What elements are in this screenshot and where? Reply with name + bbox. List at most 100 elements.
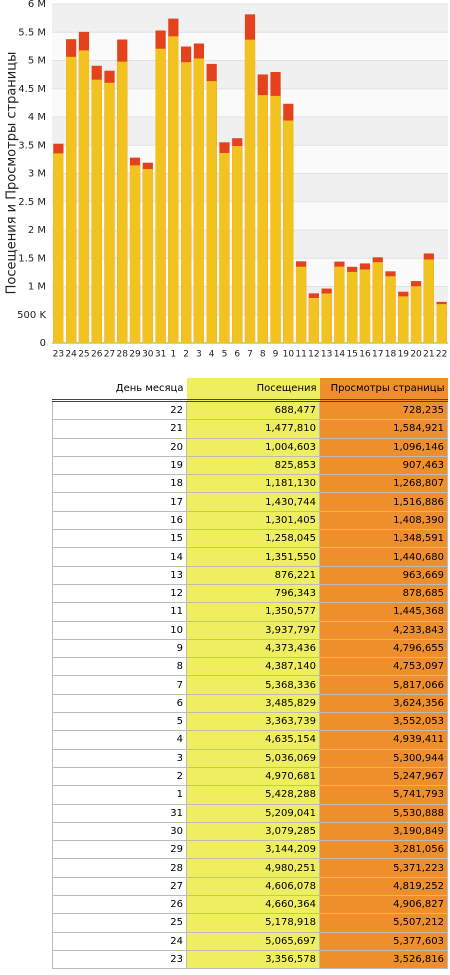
table-cell: 1,004,603: [186, 438, 320, 457]
table-cell: 5,428,288: [186, 785, 320, 805]
table-cell: 17: [52, 492, 187, 512]
table-cell: 12: [52, 584, 187, 604]
table-row: 27 4,606,078 4,819,252: [52, 877, 448, 897]
x-tick-label: 3: [196, 350, 202, 360]
table-cell: 796,343: [186, 584, 320, 604]
x-tick-label: 26: [91, 350, 103, 360]
table-cell: 3,552,053: [319, 712, 448, 732]
x-tick-label: 4: [209, 350, 215, 360]
table-cell: 11: [52, 602, 187, 622]
table-cell: 1,181,130: [186, 474, 320, 494]
table-row: 15 1,258,045 1,348,591: [52, 529, 448, 549]
table-cell: 4,980,251: [186, 858, 320, 878]
table-cell: 28: [52, 858, 187, 878]
table-cell: 8: [52, 657, 187, 677]
table-cell: 1,301,405: [186, 511, 320, 531]
x-tick-label: 6: [234, 350, 240, 360]
table-cell: 1,430,744: [186, 492, 320, 512]
table-cell: 3,363,739: [186, 712, 320, 732]
table-cell: 3,079,285: [186, 822, 320, 842]
table-cell: 10: [52, 621, 187, 640]
table-cell: 3,144,209: [186, 840, 320, 860]
bar: [142, 169, 153, 343]
table-cell: 5,178,918: [186, 913, 320, 933]
table-cell: 825,853: [186, 456, 320, 476]
bar: [410, 286, 422, 343]
table-cell: 24: [52, 932, 187, 951]
table-row: 17 1,430,744 1,516,886: [52, 492, 448, 512]
bar: [398, 296, 409, 343]
x-tick-label: 12: [308, 350, 319, 360]
table-row: 29 3,144,209 3,281,056: [52, 840, 448, 860]
bar: [206, 81, 217, 343]
table-cell: 26: [52, 895, 187, 915]
table-cell: 3,281,056: [319, 840, 448, 860]
header-cell: Посещения: [186, 378, 320, 402]
bar: [193, 58, 205, 344]
table-cell: 728,235: [319, 400, 448, 421]
table-cell: 20: [52, 438, 187, 457]
table-cell: 4: [52, 730, 187, 750]
bar: [53, 153, 64, 343]
y-tick-label: 1.5 M: [18, 253, 46, 264]
table-cell: 3: [52, 749, 187, 768]
y-axis-label: Посещения и Просмотры страницы: [5, 52, 20, 295]
x-tick-label: 15: [346, 350, 357, 360]
table-cell: 5,209,041: [186, 804, 320, 823]
table-cell: 1,348,591: [319, 529, 448, 549]
x-tick-label: 27: [104, 350, 115, 360]
x-tick-label: 16: [359, 350, 371, 360]
bar: [66, 56, 77, 344]
bar: [91, 79, 102, 344]
bar: [423, 259, 434, 343]
x-tick-label: 21: [423, 350, 434, 360]
x-tick-label: 20: [410, 350, 422, 360]
table-row: 20 1,004,603 1,096,146: [52, 438, 448, 457]
table-row: 4 4,635,154 4,939,411: [52, 730, 448, 750]
table-cell: 3,624,356: [319, 694, 448, 714]
table-row: 3 5,036,069 5,300,944: [52, 749, 448, 768]
x-tick-label: 8: [260, 350, 266, 360]
table-cell: 1,408,390: [319, 511, 448, 531]
table-cell: 5,741,793: [319, 785, 448, 805]
table-cell: 27: [52, 877, 187, 897]
table-cell: 6: [52, 694, 187, 714]
bar: [78, 50, 90, 343]
table-cell: 1,268,807: [319, 474, 448, 494]
table-cell: 7: [52, 675, 187, 695]
header-cell: День месяца: [52, 378, 187, 402]
table-row: 25 5,178,918 5,507,212: [52, 913, 448, 933]
table-cell: 4,660,364: [186, 895, 320, 915]
table-cell: 1,445,368: [319, 602, 448, 622]
table-cell: 2: [52, 767, 187, 787]
x-tick-label: 28: [117, 350, 129, 360]
table-cell: 5,507,212: [319, 913, 448, 933]
table-row: День месяца Посещения Просмотры страницы: [52, 378, 448, 402]
table-row: 30 3,079,285 3,190,849: [52, 822, 448, 842]
y-tick-label: 0: [40, 338, 46, 349]
y-tick-label: 3.5 M: [18, 140, 46, 151]
bar: [334, 266, 345, 343]
x-tick-label: 13: [321, 350, 332, 360]
table-cell: 3,356,578: [186, 950, 320, 970]
bar: [359, 269, 371, 343]
bar: [155, 48, 166, 344]
table-cell: 1,350,577: [186, 602, 320, 622]
bar: [257, 95, 268, 343]
x-tick-label: 24: [65, 350, 77, 360]
table-cell: 30: [52, 822, 187, 842]
bar: [385, 276, 396, 343]
table-cell: 4,753,097: [319, 657, 448, 677]
table-row: 10 3,937,797 4,233,843: [52, 621, 448, 640]
x-tick-label: 1: [170, 350, 176, 360]
table-cell: 5,300,944: [319, 749, 448, 768]
y-tick-label: 2.5 M: [18, 197, 46, 208]
bar: [117, 61, 128, 344]
table-cell: 3,526,816: [319, 950, 448, 970]
bar: [283, 120, 294, 344]
x-tick-label: 31: [155, 350, 166, 360]
table-cell: 1,351,550: [186, 547, 320, 567]
table-cell: 963,669: [319, 566, 448, 585]
table-cell: 688,477: [186, 400, 320, 421]
